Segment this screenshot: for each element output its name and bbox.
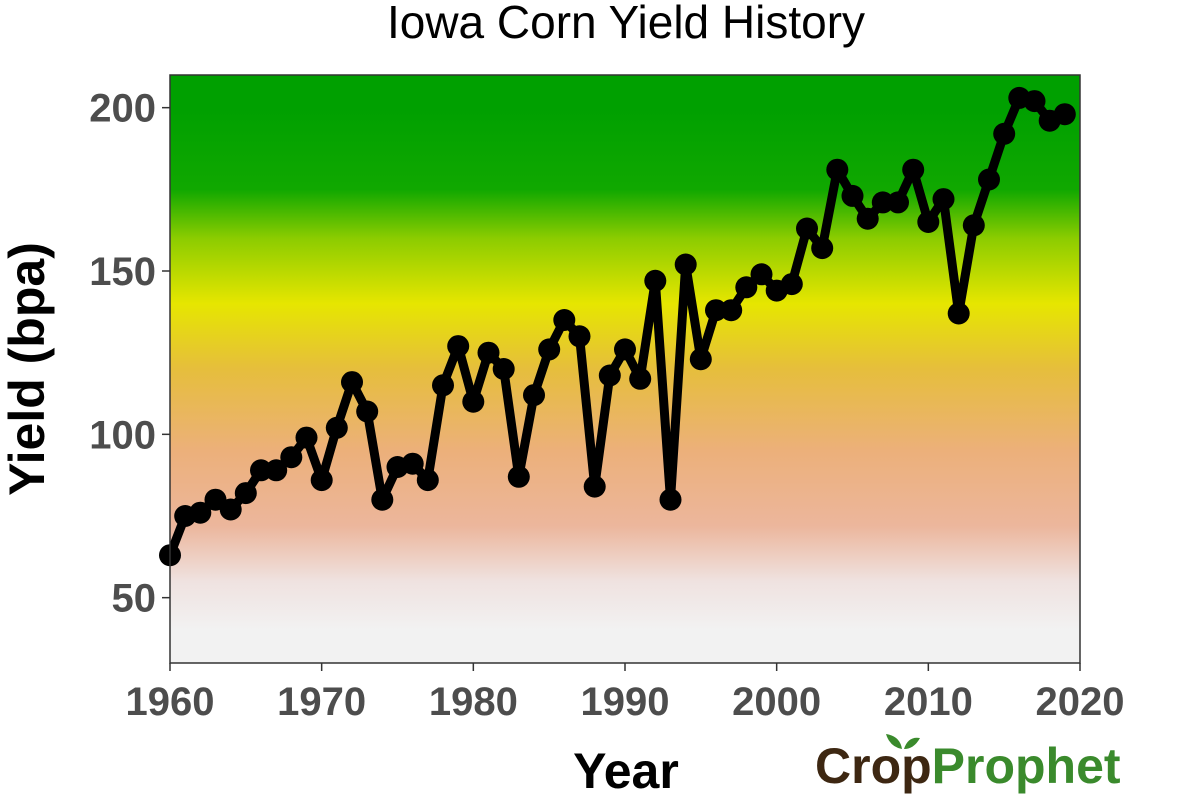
data-point [265,459,288,482]
chart-title: Iowa Corn Yield History [387,0,865,48]
x-tick-label: 2010 [884,680,973,724]
y-axis: 50 100 150 200 [89,87,170,621]
data-point [553,309,576,331]
data-point [1053,103,1076,126]
data-point [523,384,545,407]
data-point [219,498,242,521]
x-axis-title: Year [573,743,679,799]
data-layer [159,86,1076,567]
data-point [735,276,758,299]
sprout-icon [886,734,920,749]
data-point [720,299,743,322]
data-point [689,348,712,371]
data-point [674,253,697,276]
logo: CropProphet [815,734,1121,794]
data-point [978,168,1000,191]
data-point [811,237,834,260]
data-point [447,335,470,358]
data-point [401,452,424,475]
data-point [477,341,500,364]
data-point [189,501,212,524]
data-point [583,475,606,498]
data-point [659,488,682,511]
data-point [705,299,727,322]
x-tick-label: 1960 [126,680,215,724]
data-point [932,188,955,211]
data-point [917,211,940,233]
data-point [568,325,591,348]
data-point [250,459,272,482]
data-point [947,302,970,325]
x-tick-label: 1970 [277,680,366,724]
data-point [993,122,1016,145]
y-tick-label: 100 [89,413,156,457]
data-point [614,338,636,361]
x-axis: 1960 1970 1980 1990 2000 2010 2020 [126,663,1125,724]
plot-background [170,75,1080,663]
data-point [902,158,925,181]
data-point [962,214,985,237]
x-tick-label: 2020 [1036,680,1125,724]
data-point [492,358,515,380]
data-point [871,191,894,214]
data-point [538,338,561,361]
data-point [629,367,652,390]
data-point [325,416,348,439]
data-point [462,390,485,413]
data-point [341,371,363,394]
data-point [356,400,379,423]
data-point [841,184,864,207]
data-point [507,465,530,488]
y-tick-label: 150 [89,250,156,294]
y-tick-label: 200 [89,87,156,131]
data-point [598,364,621,387]
x-tick-label: 1980 [429,680,518,724]
data-point [310,469,333,492]
x-tick-label: 2000 [732,680,821,724]
data-point [432,374,454,397]
data-point [371,488,394,511]
logo-prophet-text: Prophet [932,738,1121,794]
data-point [234,482,257,505]
data-point [750,263,773,286]
data-point [796,217,818,240]
y-tick-label: 50 [112,577,157,621]
svg-text:CropProphet: CropProphet [815,738,1121,794]
data-point [280,446,303,469]
data-point [887,191,909,214]
x-tick-label: 1990 [581,680,670,724]
data-point [826,158,849,181]
data-point [780,273,803,296]
y-axis-title: Yield (bpa) [0,242,55,496]
data-point [644,269,667,292]
data-point [1023,90,1046,113]
data-point [856,207,879,230]
data-point [416,469,439,492]
data-point [295,426,318,449]
logo-crop-text: Crop [815,738,932,794]
